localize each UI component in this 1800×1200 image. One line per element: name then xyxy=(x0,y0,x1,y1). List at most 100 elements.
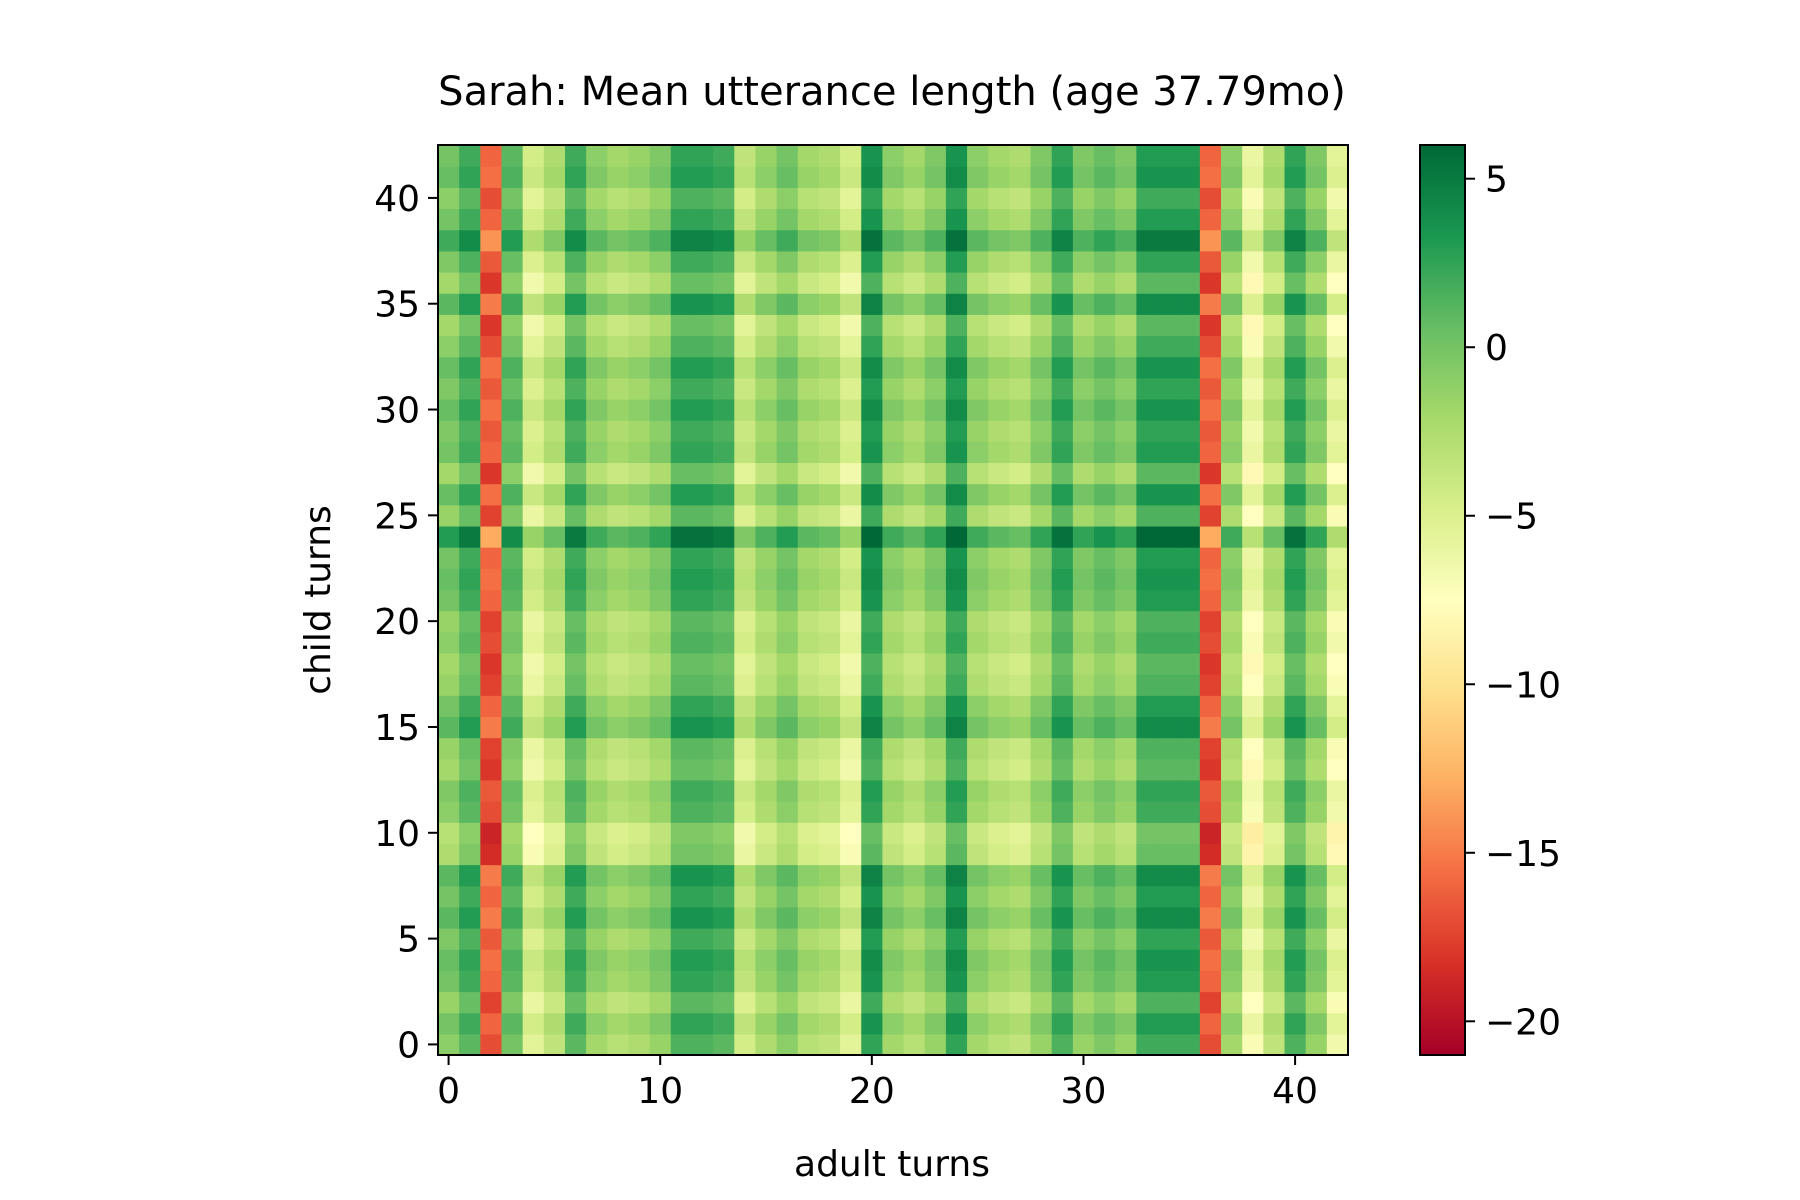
heatmap-cell xyxy=(586,187,608,210)
heatmap-cell xyxy=(649,250,672,273)
heatmap-cell xyxy=(670,1012,693,1035)
heatmap-cell xyxy=(734,208,757,231)
heatmap-cell xyxy=(522,187,545,210)
heatmap-cell xyxy=(501,801,524,823)
heatmap-cell xyxy=(564,589,587,612)
heatmap-cell xyxy=(564,420,587,442)
heatmap-cell xyxy=(1009,970,1032,993)
heatmap-cell xyxy=(903,970,926,993)
heatmap-cell xyxy=(1221,949,1243,971)
heatmap-cell xyxy=(967,229,989,252)
heatmap-cell xyxy=(1051,716,1074,739)
heatmap-cell xyxy=(1221,483,1243,506)
heatmap-cell xyxy=(776,928,799,950)
heatmap-cell xyxy=(1263,525,1286,548)
heatmap-cell xyxy=(1072,420,1095,442)
heatmap-cell xyxy=(607,970,630,993)
heatmap-cell xyxy=(480,504,503,527)
heatmap-cell xyxy=(967,504,989,527)
heatmap-cell xyxy=(1115,398,1137,421)
heatmap-cell xyxy=(734,314,757,337)
heatmap-cell xyxy=(1094,271,1116,294)
heatmap-cell xyxy=(1263,1033,1286,1056)
heatmap-cell xyxy=(522,631,545,654)
heatmap-cell xyxy=(861,885,884,908)
heatmap-cell xyxy=(1242,335,1264,358)
heatmap-cell xyxy=(924,695,947,717)
heatmap-cell xyxy=(1136,398,1159,421)
heatmap-cell xyxy=(903,864,926,887)
heatmap-cell xyxy=(1199,483,1222,506)
heatmap-cell xyxy=(713,674,735,696)
heatmap-cell xyxy=(1305,568,1328,591)
heatmap-cell xyxy=(564,843,587,866)
heatmap-cell xyxy=(480,1033,503,1056)
heatmap-cell xyxy=(480,293,503,315)
heatmap-cell xyxy=(649,970,672,993)
heatmap-cell xyxy=(564,293,587,315)
heatmap-cell xyxy=(924,187,947,210)
heatmap-cell xyxy=(691,314,714,337)
heatmap-cell xyxy=(945,758,968,781)
heatmap-cell xyxy=(522,864,545,887)
heatmap-cell xyxy=(1199,568,1222,591)
heatmap-cell xyxy=(755,229,778,252)
heatmap-cell xyxy=(628,377,651,400)
heatmap-cell xyxy=(1284,1012,1307,1035)
heatmap-cell xyxy=(607,187,630,210)
heatmap-cell xyxy=(903,483,926,506)
heatmap-cell xyxy=(797,695,820,717)
heatmap-cell xyxy=(607,229,630,252)
heatmap-cell xyxy=(628,695,651,717)
heatmap-cell xyxy=(1051,885,1074,908)
heatmap-cell xyxy=(818,631,841,654)
heatmap-cell xyxy=(840,187,862,210)
heatmap-cell xyxy=(945,398,968,421)
heatmap-cell xyxy=(1305,991,1328,1014)
heatmap-cell xyxy=(1221,187,1243,210)
heatmap-cell xyxy=(438,991,460,1014)
heatmap-cell xyxy=(1072,589,1095,612)
heatmap-cell xyxy=(1072,716,1095,739)
heatmap-cell xyxy=(1326,377,1349,400)
y-tick-label: 5 xyxy=(397,920,420,961)
heatmap-cell xyxy=(945,716,968,739)
heatmap-cell xyxy=(988,525,1010,548)
heatmap-cell xyxy=(607,547,630,569)
heatmap-cell xyxy=(988,928,1010,950)
heatmap-cell xyxy=(1072,737,1095,760)
heatmap-cell xyxy=(1305,398,1328,421)
heatmap-cell xyxy=(1157,441,1180,464)
heatmap-cell xyxy=(1157,631,1180,654)
heatmap-cell xyxy=(1199,674,1222,696)
heatmap-cell xyxy=(1178,906,1201,929)
heatmap-cell xyxy=(1178,145,1201,167)
heatmap-cell xyxy=(755,864,778,887)
heatmap-cell xyxy=(1284,758,1307,781)
heatmap-cell xyxy=(1072,166,1095,188)
heatmap-cell xyxy=(607,145,630,167)
heatmap-cell xyxy=(713,991,735,1014)
heatmap-cell xyxy=(1242,187,1264,210)
heatmap-cell xyxy=(501,631,524,654)
heatmap-cell xyxy=(924,356,947,379)
heatmap-cell xyxy=(924,420,947,442)
heatmap-cell xyxy=(1094,801,1116,823)
heatmap-cell xyxy=(882,716,905,739)
heatmap-cell xyxy=(945,631,968,654)
heatmap-cell xyxy=(861,398,884,421)
heatmap-cell xyxy=(607,271,630,294)
heatmap-cell xyxy=(1094,208,1116,231)
heatmap-cell xyxy=(1030,822,1053,844)
heatmap-cell xyxy=(649,398,672,421)
heatmap-cell xyxy=(1326,801,1349,823)
heatmap-cell xyxy=(1030,377,1053,400)
heatmap-cell xyxy=(586,568,608,591)
heatmap-cell xyxy=(607,716,630,739)
heatmap-cell xyxy=(1115,504,1137,527)
heatmap-cell xyxy=(924,716,947,739)
heatmap-cell xyxy=(543,525,566,548)
heatmap-cell xyxy=(713,949,735,971)
heatmap-cell xyxy=(649,568,672,591)
heatmap-cell xyxy=(459,906,481,929)
